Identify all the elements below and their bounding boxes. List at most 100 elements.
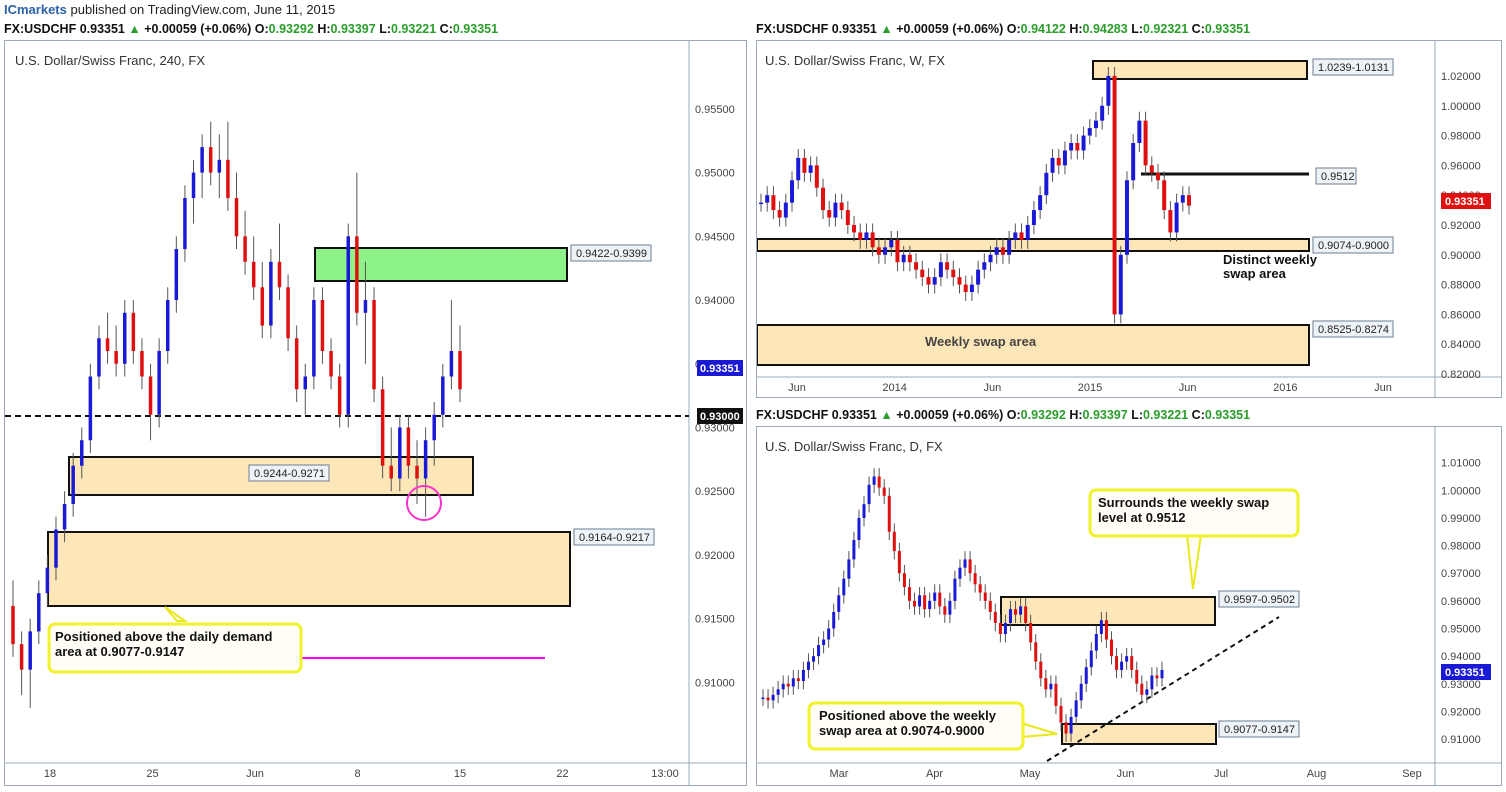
candle-body[interactable] <box>765 195 770 203</box>
candle-body[interactable] <box>1050 157 1055 173</box>
candle-body[interactable] <box>1120 661 1124 670</box>
h4-chart-panel[interactable]: U.S. Dollar/Swiss Franc, 240, FX 0.95500… <box>4 40 747 786</box>
candle-body[interactable] <box>920 269 925 278</box>
candle-body[interactable] <box>957 277 962 285</box>
publisher-name[interactable]: ICmarkets <box>4 2 67 17</box>
candle-body[interactable] <box>1106 75 1111 106</box>
candle-body[interactable] <box>776 689 780 695</box>
candle-body[interactable] <box>839 202 844 211</box>
candle-body[interactable] <box>988 254 993 263</box>
candle-body[interactable] <box>862 504 866 518</box>
candle-body[interactable] <box>783 202 788 218</box>
candle-body[interactable] <box>1089 650 1093 668</box>
candle-body[interactable] <box>294 338 299 390</box>
candle-body[interactable] <box>892 531 896 552</box>
candle-body[interactable] <box>217 159 222 173</box>
candle-body[interactable] <box>988 600 992 612</box>
candle-body[interactable] <box>895 239 900 263</box>
candle-body[interactable] <box>1003 622 1007 635</box>
candle-body[interactable] <box>1064 722 1068 734</box>
candle-body[interactable] <box>1029 622 1033 643</box>
candle-body[interactable] <box>269 261 273 326</box>
candle-body[interactable] <box>872 476 876 485</box>
candle-body[interactable] <box>897 551 901 574</box>
candle-body[interactable] <box>847 559 851 579</box>
candle-body[interactable] <box>226 159 230 199</box>
candle-body[interactable] <box>1031 210 1036 225</box>
candle-body[interactable] <box>406 427 411 466</box>
candle-body[interactable] <box>423 440 428 479</box>
candle-body[interactable] <box>852 224 857 233</box>
candle-body[interactable] <box>1008 609 1012 623</box>
candle-body[interactable] <box>953 578 957 601</box>
candle-body[interactable] <box>870 232 875 248</box>
candle-body[interactable] <box>948 600 952 615</box>
candle-body[interactable] <box>833 202 838 218</box>
candle-body[interactable] <box>1155 172 1160 181</box>
candle-body[interactable] <box>1069 716 1073 734</box>
candle-body[interactable] <box>200 147 204 173</box>
candle-body[interactable] <box>766 697 770 701</box>
candle-body[interactable] <box>458 351 462 390</box>
candle-body[interactable] <box>1155 675 1159 679</box>
candle-body[interactable] <box>932 277 937 285</box>
candle-body[interactable] <box>958 567 962 579</box>
candle-body[interactable] <box>901 254 906 263</box>
candle-body[interactable] <box>1093 120 1098 129</box>
candle-body[interactable] <box>790 180 795 203</box>
candle-body[interactable] <box>208 147 213 173</box>
candle-body[interactable] <box>11 605 15 645</box>
candle-body[interactable] <box>817 645 821 657</box>
candle-body[interactable] <box>1162 180 1167 211</box>
candle-body[interactable] <box>842 578 846 596</box>
candle-body[interactable] <box>1039 661 1043 679</box>
candle-body[interactable] <box>1094 634 1098 651</box>
supply-zone-green[interactable] <box>314 247 568 282</box>
candle-body[interactable] <box>877 476 881 488</box>
candle-body[interactable] <box>1038 195 1043 211</box>
candle-body[interactable] <box>1131 143 1136 181</box>
candle-body[interactable] <box>1149 165 1154 173</box>
candle-body[interactable] <box>771 694 775 701</box>
candle-body[interactable] <box>808 165 813 173</box>
weekly-zone-top[interactable] <box>1092 60 1308 80</box>
weekly-chart[interactable]: U.S. Dollar/Swiss Franc, W, FX 1.02000 1.… <box>756 41 1501 397</box>
candle-body[interactable] <box>1100 105 1105 121</box>
candle-body[interactable] <box>312 300 316 377</box>
candle-body[interactable] <box>1019 606 1023 615</box>
candle-body[interactable] <box>1140 683 1144 695</box>
candle-body[interactable] <box>363 300 368 313</box>
candle-body[interactable] <box>1160 669 1164 679</box>
candle-body[interactable] <box>71 465 75 504</box>
candle-body[interactable] <box>796 678 800 681</box>
candle-body[interactable] <box>777 210 782 218</box>
candle-body[interactable] <box>963 284 968 293</box>
candle-body[interactable] <box>1115 656 1119 670</box>
candle-body[interactable] <box>398 427 402 479</box>
daily-chart-panel[interactable]: U.S. Dollar/Swiss Franc, D, FX 1.01000 1.… <box>756 426 1502 786</box>
candle-body[interactable] <box>1054 683 1058 706</box>
candle-body[interactable] <box>1187 195 1191 206</box>
candle-body[interactable] <box>928 600 932 610</box>
candle-body[interactable] <box>951 269 956 278</box>
candle-body[interactable] <box>243 236 247 262</box>
candle-body[interactable] <box>1075 143 1080 151</box>
candle-body[interactable] <box>1180 195 1185 203</box>
candle-body[interactable] <box>827 210 832 218</box>
candle-body[interactable] <box>337 376 342 415</box>
candle-body[interactable] <box>277 261 282 288</box>
candle-body[interactable] <box>914 262 919 270</box>
candle-body[interactable] <box>1007 239 1012 255</box>
daily-zone-low[interactable] <box>1061 723 1217 745</box>
candle-body[interactable] <box>45 567 50 594</box>
candle-body[interactable] <box>963 559 967 568</box>
candle-body[interactable] <box>1081 135 1086 151</box>
candle-body[interactable] <box>1034 642 1038 662</box>
candle-body[interactable] <box>864 232 869 240</box>
candle-body[interactable] <box>1150 675 1154 690</box>
candle-body[interactable] <box>1044 678 1048 690</box>
candle-body[interactable] <box>1062 150 1067 166</box>
candle-body[interactable] <box>1025 224 1030 240</box>
candle-body[interactable] <box>88 376 93 441</box>
candle-body[interactable] <box>852 540 856 560</box>
